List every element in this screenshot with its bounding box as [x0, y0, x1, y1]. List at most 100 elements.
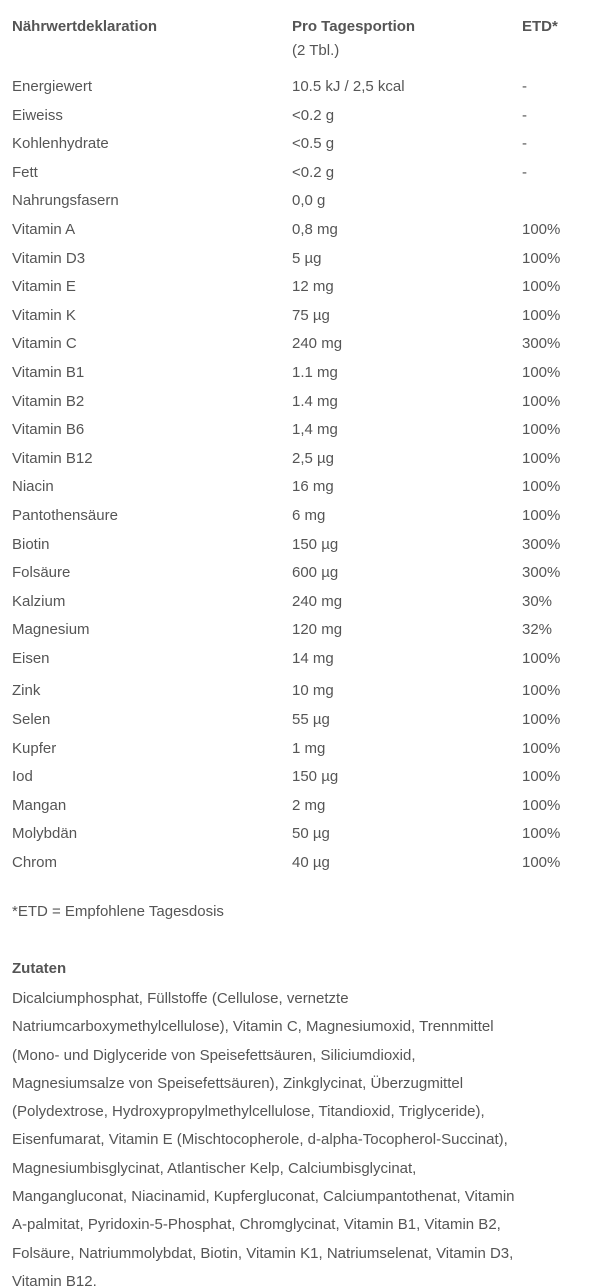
nutrient-etd: 30%: [522, 592, 553, 610]
nutrient-name: Kalzium: [12, 592, 66, 610]
ingredients-line: Magnesiumsalze von Speisefettsäuren), Zi…: [12, 1074, 464, 1092]
nutrient-etd: 100%: [522, 649, 561, 667]
table-row: Selen 55 µg 100%: [12, 706, 600, 735]
table-row: Eisen 14 mg 100%: [12, 645, 600, 674]
nutrient-name: Mangan: [12, 796, 67, 814]
table-row: Nahrungsfasern 0,0 g: [12, 187, 600, 216]
nutrient-amount: 120 mg: [292, 621, 343, 639]
nutrient-name: Pantothensäure: [12, 506, 118, 524]
nutrient-name: Biotin: [12, 535, 50, 553]
nutrient-amount: 0,0 g: [292, 192, 326, 210]
nutrient-etd: 100%: [522, 711, 561, 729]
nutrient-etd: -: [522, 106, 527, 124]
header-per-daily-portion: Pro Tagesportion: [292, 18, 416, 35]
nutrient-etd: 300%: [522, 535, 561, 553]
nutrient-name: Energiewert: [12, 78, 93, 95]
nutrient-name: Folsäure: [12, 564, 71, 582]
nutrient-name: Niacin: [12, 478, 54, 496]
table-row: Folsäure 600 µg 300%: [12, 559, 600, 588]
nutrient-name: Eisen: [12, 649, 50, 667]
nutrient-name: Fett: [12, 163, 38, 181]
nutrient-amount: 1.1 mg: [292, 363, 338, 381]
nutrient-amount: 55 µg: [292, 711, 330, 729]
table-row: Magnesium 120 mg 32%: [12, 616, 600, 645]
table-row: Vitamin B12 2,5 µg 100%: [12, 445, 600, 474]
nutrient-name: Chrom: [12, 854, 58, 872]
nutrient-name: Vitamin E: [12, 278, 76, 296]
nutrient-name: Vitamin C: [12, 335, 77, 353]
header-etd: ETD*: [522, 18, 558, 35]
nutrient-etd: 100%: [522, 421, 561, 439]
nutrient-etd: -: [522, 163, 527, 181]
table-row: Fett <0.2 g -: [12, 159, 600, 188]
nutrient-amount: <0.5 g: [292, 135, 335, 153]
nutrient-amount: 6 mg: [292, 506, 326, 524]
table-row: Kohlenhydrate <0.5 g -: [12, 130, 600, 159]
table-row: Vitamin A 0,8 mg 100%: [12, 216, 600, 245]
nutrient-etd: 100%: [522, 478, 561, 496]
nutrient-name: Vitamin B1: [12, 363, 85, 381]
nutrient-name: Molybdän: [12, 825, 78, 843]
nutrient-amount: 10 mg: [292, 682, 334, 700]
table-row: Vitamin E 12 mg 100%: [12, 273, 600, 302]
nutrient-amount: 2,5 µg: [292, 449, 335, 467]
nutrient-etd: 100%: [522, 854, 561, 872]
ingredients-line: (Polydextrose, Hydroxypropylmethylcellul…: [12, 1103, 485, 1121]
nutrient-amount: 10.5 kJ / 2,5 kcal: [292, 78, 405, 95]
ingredients-line: Dicalciumphosphat, Füllstoffe (Cellulose…: [12, 990, 349, 1007]
nutrient-amount: 150 µg: [292, 768, 339, 786]
table-row: Vitamin K 75 µg 100%: [12, 302, 600, 331]
nutrient-name: Magnesium: [12, 621, 90, 639]
ingredients-line: A-palmitat, Pyridoxin-5-Phosphat, Chromg…: [12, 1216, 501, 1234]
nutrient-etd: -: [522, 78, 527, 95]
nutrient-amount: 240 mg: [292, 335, 343, 353]
nutrient-amount: 50 µg: [292, 825, 330, 843]
nutrient-amount: 75 µg: [292, 306, 330, 324]
header-portion-size: (2 Tbl.): [292, 42, 340, 59]
table-row: Eiweiss <0.2 g -: [12, 102, 600, 131]
nutrient-name: Iod: [12, 768, 33, 786]
nutrient-etd: 300%: [522, 564, 561, 582]
nutrient-name: Vitamin B2: [12, 392, 85, 410]
nutrient-etd: -: [522, 135, 527, 153]
table-row: Vitamin B2 1.4 mg 100%: [12, 388, 600, 417]
table-row: Vitamin D3 5 µg 100%: [12, 245, 600, 274]
nutrient-amount: 150 µg: [292, 535, 339, 553]
nutrient-etd: 100%: [522, 449, 561, 467]
ingredients-line: Eisenfumarat, Vitamin E (Mischtocopherol…: [12, 1131, 508, 1149]
ingredients-line: Magnesiumbisglycinat, Atlantischer Kelp,…: [12, 1159, 417, 1177]
nutrient-amount: 2 mg: [292, 796, 326, 814]
header-nutrition-declaration: Nährwertdeklaration: [12, 18, 158, 35]
nutrient-amount: 1.4 mg: [292, 392, 338, 410]
nutrient-etd: 100%: [522, 796, 561, 814]
nutrient-etd: 100%: [522, 306, 561, 324]
nutrient-amount: 5 µg: [292, 249, 322, 267]
nutrient-name: Nahrungsfasern: [12, 192, 119, 210]
nutrient-amount: <0.2 g: [292, 106, 335, 124]
nutrient-amount: 12 mg: [292, 278, 334, 296]
table-row: Mangan 2 mg 100%: [12, 792, 600, 821]
nutrient-name: Zink: [12, 682, 41, 700]
ingredients-line: Vitamin B12.: [12, 1272, 97, 1287]
nutrient-etd: 100%: [522, 363, 561, 381]
nutrient-name: Vitamin B6: [12, 421, 85, 439]
nutrient-amount: 1,4 mg: [292, 421, 338, 439]
nutrient-etd: 300%: [522, 335, 561, 353]
nutrient-amount: 1 mg: [292, 739, 326, 757]
nutrition-table-body: Energiewert 10.5 kJ / 2,5 kcal - Eiweiss <0.…: [12, 73, 600, 878]
nutrient-name: Kohlenhydrate: [12, 135, 109, 153]
table-row: Vitamin B6 1,4 mg 100%: [12, 416, 600, 445]
nutrient-etd: 100%: [522, 249, 561, 267]
nutrient-etd: 100%: [522, 768, 561, 786]
table-row: Vitamin B1 1.1 mg 100%: [12, 359, 600, 388]
table-row: Energiewert 10.5 kJ / 2,5 kcal -: [12, 73, 600, 102]
nutrient-name: Selen: [12, 711, 51, 729]
nutrient-amount: 16 mg: [292, 478, 334, 496]
ingredients-text: Dicalciumphosphat, Füllstoffe (Cellulose…: [12, 985, 600, 1287]
nutrient-amount: <0.2 g: [292, 163, 335, 181]
table-row: Iod 150 µg 100%: [12, 763, 600, 792]
table-row: Kalzium 240 mg 30%: [12, 588, 600, 617]
ingredients-line: Folsäure, Natriummolybdat, Biotin, Vitam…: [12, 1244, 514, 1262]
nutrient-amount: 40 µg: [292, 854, 330, 872]
ingredients-line: Natriumcarboxymethylcellulose), Vitamin …: [12, 1018, 494, 1036]
